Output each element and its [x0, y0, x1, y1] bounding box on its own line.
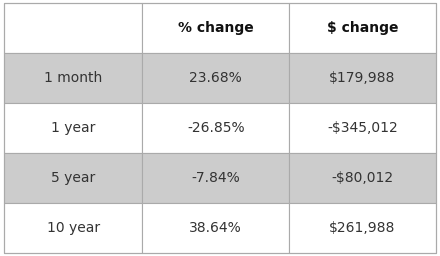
Text: $179,988: $179,988 — [329, 71, 396, 85]
Text: 5 year: 5 year — [51, 171, 95, 185]
Bar — [289, 203, 436, 253]
Text: $261,988: $261,988 — [329, 221, 396, 235]
Bar — [143, 53, 289, 103]
Text: -$80,012: -$80,012 — [331, 171, 393, 185]
Bar — [289, 53, 436, 103]
Bar — [143, 153, 289, 203]
Bar — [289, 103, 436, 153]
Bar — [289, 3, 436, 53]
Text: -$345,012: -$345,012 — [327, 121, 398, 135]
Text: $ change: $ change — [326, 21, 398, 35]
Text: 1 year: 1 year — [51, 121, 95, 135]
Bar — [4, 203, 143, 253]
Bar — [289, 153, 436, 203]
Text: 38.64%: 38.64% — [189, 221, 242, 235]
Text: 23.68%: 23.68% — [189, 71, 242, 85]
Bar — [4, 3, 143, 53]
Text: 1 month: 1 month — [44, 71, 103, 85]
Bar — [4, 53, 143, 103]
Text: -26.85%: -26.85% — [187, 121, 245, 135]
Text: 10 year: 10 year — [47, 221, 100, 235]
Bar — [143, 203, 289, 253]
Bar — [143, 3, 289, 53]
Bar — [4, 103, 143, 153]
Text: -7.84%: -7.84% — [191, 171, 240, 185]
Bar — [143, 103, 289, 153]
Text: % change: % change — [178, 21, 253, 35]
Bar — [4, 153, 143, 203]
